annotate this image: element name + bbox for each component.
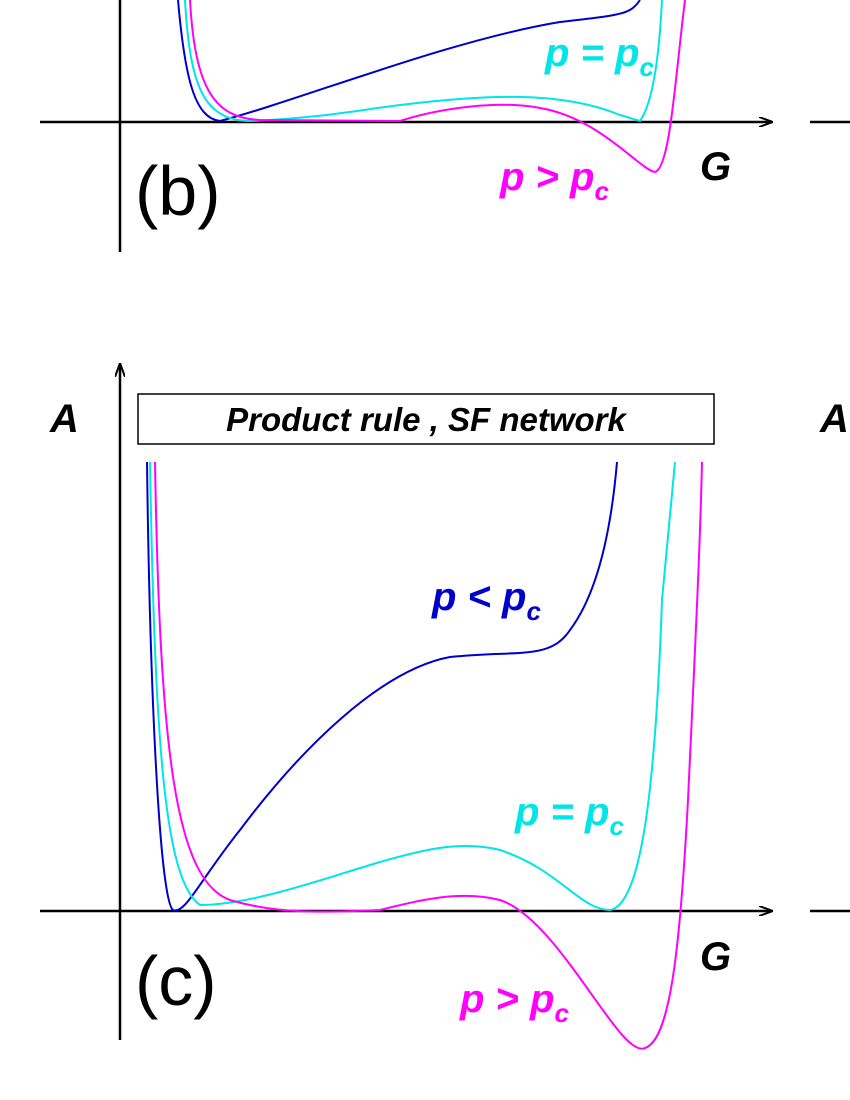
curve-critical (149, 461, 676, 912)
curve-label: p = pc (544, 31, 654, 82)
curve-label: p = pc (514, 790, 624, 841)
panel-label: (b) (135, 152, 221, 230)
curve-above (189, 0, 686, 174)
y-axis-label: A (49, 397, 79, 441)
curve-below (146, 461, 618, 912)
panel-label: (c) (135, 942, 217, 1020)
curve-label: p > pc (499, 155, 609, 206)
curve-below (177, 0, 641, 123)
curve-label: p > pc (459, 977, 569, 1028)
title: Product rule , SF network (226, 401, 627, 438)
x-axis-label: G (700, 935, 731, 979)
y-axis-label: A (819, 397, 849, 441)
x-axis-label: G (700, 145, 731, 189)
title-box (137, 393, 715, 445)
curve-critical (184, 0, 663, 123)
curve-above (154, 461, 703, 1050)
curve-label: p < pc (431, 575, 541, 626)
